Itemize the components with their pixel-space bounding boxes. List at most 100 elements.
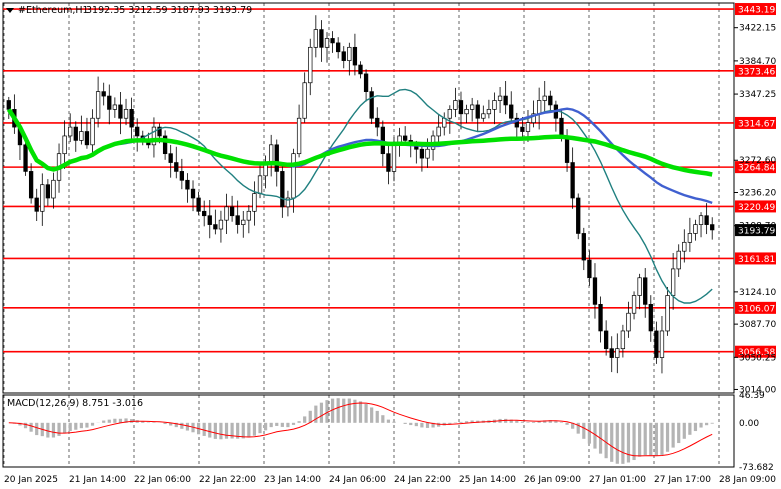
level-price-label: 3314.67 <box>738 119 775 129</box>
macd-histogram-bar <box>291 422 296 425</box>
candle-body <box>285 197 291 208</box>
macd-histogram-bar <box>325 400 329 423</box>
candle-body <box>313 29 318 48</box>
candle-body <box>419 148 425 159</box>
macd-histogram-bar <box>18 422 22 426</box>
candle-body <box>218 219 224 230</box>
candle-body <box>631 295 637 314</box>
chart-menu-icon[interactable] <box>6 8 14 13</box>
candle-body <box>274 144 279 172</box>
macd-histogram-bar <box>705 422 709 426</box>
candle-body <box>135 126 140 137</box>
macd-signal-line <box>8 402 713 457</box>
candle-body <box>246 210 251 221</box>
candle-body <box>84 131 90 146</box>
candle-body <box>403 135 408 141</box>
macd-indicator: 46.39 0.00 -73.682 <box>8 391 774 473</box>
candle-body <box>28 171 34 199</box>
macd-histogram-bar <box>571 422 575 429</box>
candle-body <box>637 277 642 296</box>
candle-body <box>291 153 296 199</box>
candle-body <box>369 91 374 119</box>
macd-histogram-bar <box>677 422 681 444</box>
candle-body <box>598 304 603 332</box>
macd-histogram-bar <box>665 422 670 452</box>
macd-histogram-bar <box>258 422 262 434</box>
candle-body <box>23 144 28 172</box>
level-price-tag <box>735 301 776 314</box>
candle-body <box>693 224 698 234</box>
price-panel[interactable] <box>2 2 735 394</box>
price-tick-label: 3014.00 <box>739 385 776 395</box>
macd-histogram-bar <box>57 422 61 436</box>
macd-histogram-bar <box>102 420 106 423</box>
candle-body <box>447 109 452 119</box>
candle-body <box>347 46 352 61</box>
macd-histogram-bar <box>241 422 245 439</box>
macd-scale-label: 46.39 <box>739 391 765 401</box>
time-tick-label: 21 Jan 14:00 <box>69 475 126 485</box>
candle-body <box>73 126 78 141</box>
macd-histogram-bar <box>470 420 474 423</box>
candle-body <box>341 51 346 61</box>
time-scale: 20 Jan 2025 21 Jan 14:00 22 Jan 06:00 22 Ja… <box>4 475 776 485</box>
macd-histogram-bar <box>638 422 642 457</box>
candle-body <box>559 117 564 137</box>
level-price-label: 3161.81 <box>738 255 775 265</box>
ma-slow-line <box>6 108 713 177</box>
macd-histogram-bar <box>649 422 653 456</box>
time-tick-label: 26 Jan 09:00 <box>524 475 581 485</box>
candle-body <box>620 330 626 350</box>
price-scale: 3422.15 3384.70 3347.25 3272.60 3236.20 3198.… <box>734 24 776 395</box>
macd-histogram-bar <box>587 422 591 444</box>
candle-body <box>698 215 704 225</box>
candle-body <box>648 304 653 332</box>
macd-histogram-bar <box>336 398 340 423</box>
candle-body <box>302 82 307 119</box>
candle-body <box>352 46 358 66</box>
candle-body <box>548 95 553 106</box>
candle-body <box>324 38 330 48</box>
candle-body <box>185 179 190 190</box>
candle-body <box>213 224 218 230</box>
candle-body <box>497 95 503 101</box>
candle-body <box>654 330 659 358</box>
candle-body <box>107 95 112 110</box>
candle-body <box>34 197 39 212</box>
macd-histogram-bar <box>621 422 625 464</box>
macd-histogram-bar <box>180 422 184 429</box>
macd-histogram-bar <box>682 422 686 439</box>
macd-histogram-bar <box>202 422 206 436</box>
time-tick-label: 24 Jan 06:00 <box>329 475 386 485</box>
time-tick-label: 23 Jan 14:00 <box>264 475 321 485</box>
macd-histogram-bar <box>303 416 307 423</box>
macd-histogram-bar <box>403 422 407 424</box>
macd-histogram-bar <box>699 422 703 428</box>
candle-body <box>536 100 542 115</box>
macd-histogram-bar <box>342 398 346 423</box>
macd-histogram-bar <box>654 422 658 456</box>
candle-body <box>391 144 397 172</box>
macd-histogram-bar <box>23 422 28 429</box>
macd-histogram-bar <box>693 422 698 432</box>
macd-histogram-bar <box>347 398 351 423</box>
macd-histogram-bar <box>381 415 385 423</box>
macd-histogram-bar <box>632 422 636 461</box>
candle-body <box>179 171 185 181</box>
candle-body <box>358 64 363 75</box>
macd-histogram-bar <box>213 422 217 439</box>
price-tick-label: 3384.70 <box>739 57 776 67</box>
candle-body <box>587 259 592 279</box>
price-tick-label: 3422.15 <box>739 24 776 34</box>
macd-histogram-bar <box>286 422 290 428</box>
symbol-label: #Ethereum,H1 <box>18 5 89 16</box>
macd-histogram-bar <box>565 422 569 425</box>
level-price-label: 3443.19 <box>738 6 775 16</box>
macd-histogram-bar <box>370 407 374 423</box>
macd-histogram-bar <box>515 420 519 423</box>
candle-body <box>659 330 665 358</box>
macd-histogram-bar <box>437 422 441 427</box>
macd-histogram-bar <box>464 421 469 423</box>
candle-body <box>665 295 670 332</box>
